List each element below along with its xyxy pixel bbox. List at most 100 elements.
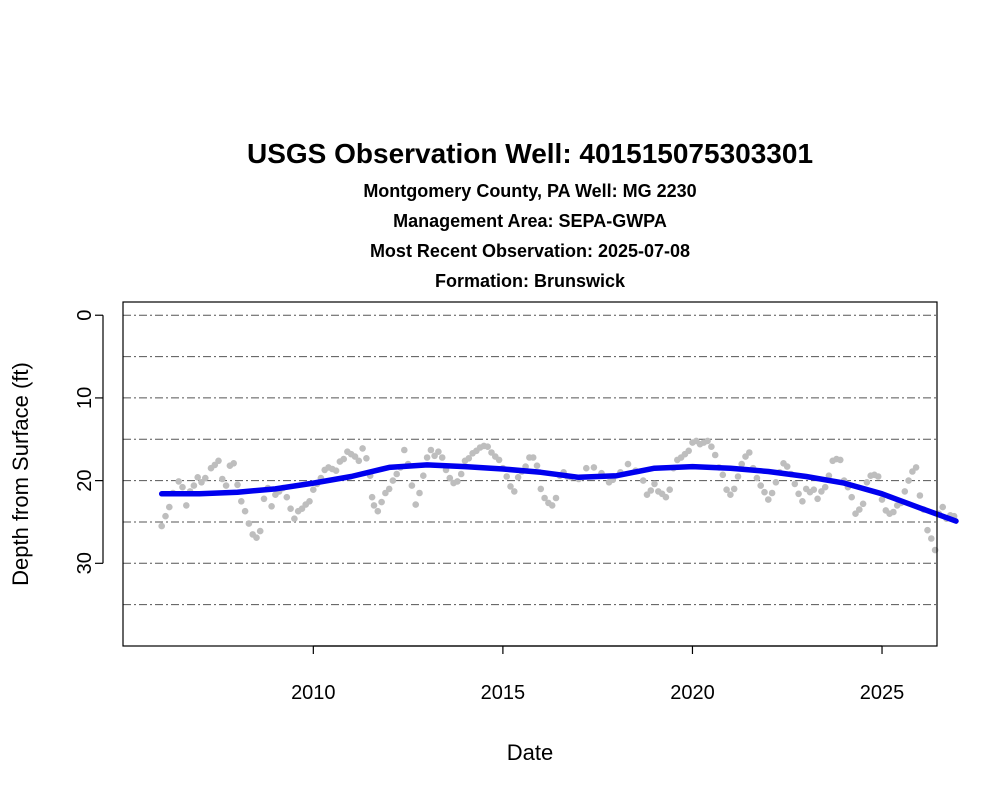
observation-point: [370, 502, 378, 509]
y-tick-label-0: 0: [74, 310, 96, 321]
observation-point: [408, 482, 416, 489]
observation-point: [435, 448, 442, 456]
observation-point: [412, 501, 420, 508]
observation-point: [194, 474, 201, 481]
observation-point: [723, 486, 730, 494]
observation-point: [685, 447, 692, 455]
observation-point: [818, 488, 825, 495]
x-tick-label-2015: 2015: [481, 682, 526, 704]
observation-point: [238, 498, 245, 505]
observation-point: [533, 462, 541, 470]
observation-point: [374, 507, 382, 515]
observation-point: [495, 456, 503, 464]
observation-point: [363, 455, 370, 462]
observation-point: [704, 437, 711, 445]
observation-point: [791, 480, 799, 488]
observation-point: [924, 526, 931, 534]
observation-point: [541, 494, 548, 502]
observation-point: [420, 472, 427, 480]
observation-point: [848, 493, 855, 501]
observation-point: [306, 498, 313, 505]
observation-point: [928, 535, 935, 542]
observation-point: [283, 493, 291, 501]
observation-point: [454, 478, 461, 485]
observation-point: [746, 449, 753, 456]
observation-point: [529, 454, 537, 461]
observation-point: [179, 483, 186, 491]
subtitle-formation: Formation: Brunswick: [435, 271, 626, 291]
observation-point: [393, 470, 401, 478]
observation-point: [643, 491, 651, 499]
observation-point: [727, 491, 734, 499]
observation-point: [768, 489, 776, 497]
observation-point: [859, 500, 867, 508]
observation-point: [651, 480, 658, 488]
observation-point: [761, 488, 768, 496]
observation-point: [647, 487, 655, 494]
observation-point: [183, 502, 190, 509]
y-tick-label-10: 10: [74, 387, 96, 409]
observation-point: [427, 446, 435, 454]
observation-point: [202, 474, 209, 482]
x-axis: 2010 2015 2020 2025: [291, 645, 905, 704]
observation-point: [423, 454, 431, 461]
observation-point: [389, 477, 397, 484]
y-axis: 0 10 20 30: [74, 310, 104, 574]
observation-point: [825, 472, 833, 480]
observation-point: [639, 477, 647, 484]
observation-point: [837, 456, 844, 464]
observation-point: [175, 478, 182, 485]
x-tick-label-2010: 2010: [291, 682, 336, 704]
observation-point: [234, 481, 241, 489]
observation-point: [901, 488, 909, 495]
observation-point: [890, 508, 897, 516]
observation-point: [878, 496, 886, 503]
observation-point: [738, 460, 745, 468]
observation-point: [757, 482, 764, 489]
observation-point: [765, 496, 772, 503]
observation-point: [438, 454, 446, 461]
observation-point: [222, 482, 230, 489]
subtitle-management-area: Management Area: SEPA-GWPA: [393, 211, 667, 231]
observation-point: [795, 490, 802, 498]
observation-point: [666, 486, 673, 494]
observation-point: [507, 483, 514, 490]
observation-point: [256, 527, 264, 535]
observation-point: [198, 479, 205, 486]
observation-point: [624, 460, 632, 468]
observation-point: [810, 486, 818, 494]
observation-point: [552, 494, 560, 502]
observation-point: [719, 471, 727, 479]
observation-point: [905, 477, 912, 484]
trend-line: [158, 462, 959, 524]
y-axis-label: Depth from Surface (ft): [8, 362, 33, 586]
observation-point: [916, 492, 924, 499]
observation-point: [783, 463, 791, 470]
observation-points: [158, 437, 958, 554]
x-tick-label-2025: 2025: [860, 682, 905, 704]
observation-point: [583, 464, 590, 472]
observation-point: [708, 443, 715, 451]
trend-line-group: [158, 462, 959, 524]
observation-point: [416, 489, 423, 497]
observation-point: [166, 503, 173, 511]
observation-point: [215, 457, 222, 465]
observation-point: [351, 453, 359, 460]
observation-point: [590, 464, 598, 471]
observation-point: [537, 485, 545, 493]
chart-title: USGS Observation Well: 401515075303301: [247, 138, 813, 169]
x-tick-label-2020: 2020: [670, 682, 715, 704]
observation-point: [219, 475, 226, 483]
observation-point: [799, 498, 806, 505]
observation-point: [359, 445, 366, 452]
observation-point: [401, 446, 408, 454]
observation-point: [340, 455, 348, 463]
observation-point: [874, 473, 882, 480]
observation-point: [332, 467, 340, 475]
observation-point: [230, 460, 237, 467]
observation-point: [511, 488, 518, 495]
observation-point: [241, 507, 249, 515]
observation-point: [503, 473, 511, 480]
observation-point: [734, 473, 742, 480]
